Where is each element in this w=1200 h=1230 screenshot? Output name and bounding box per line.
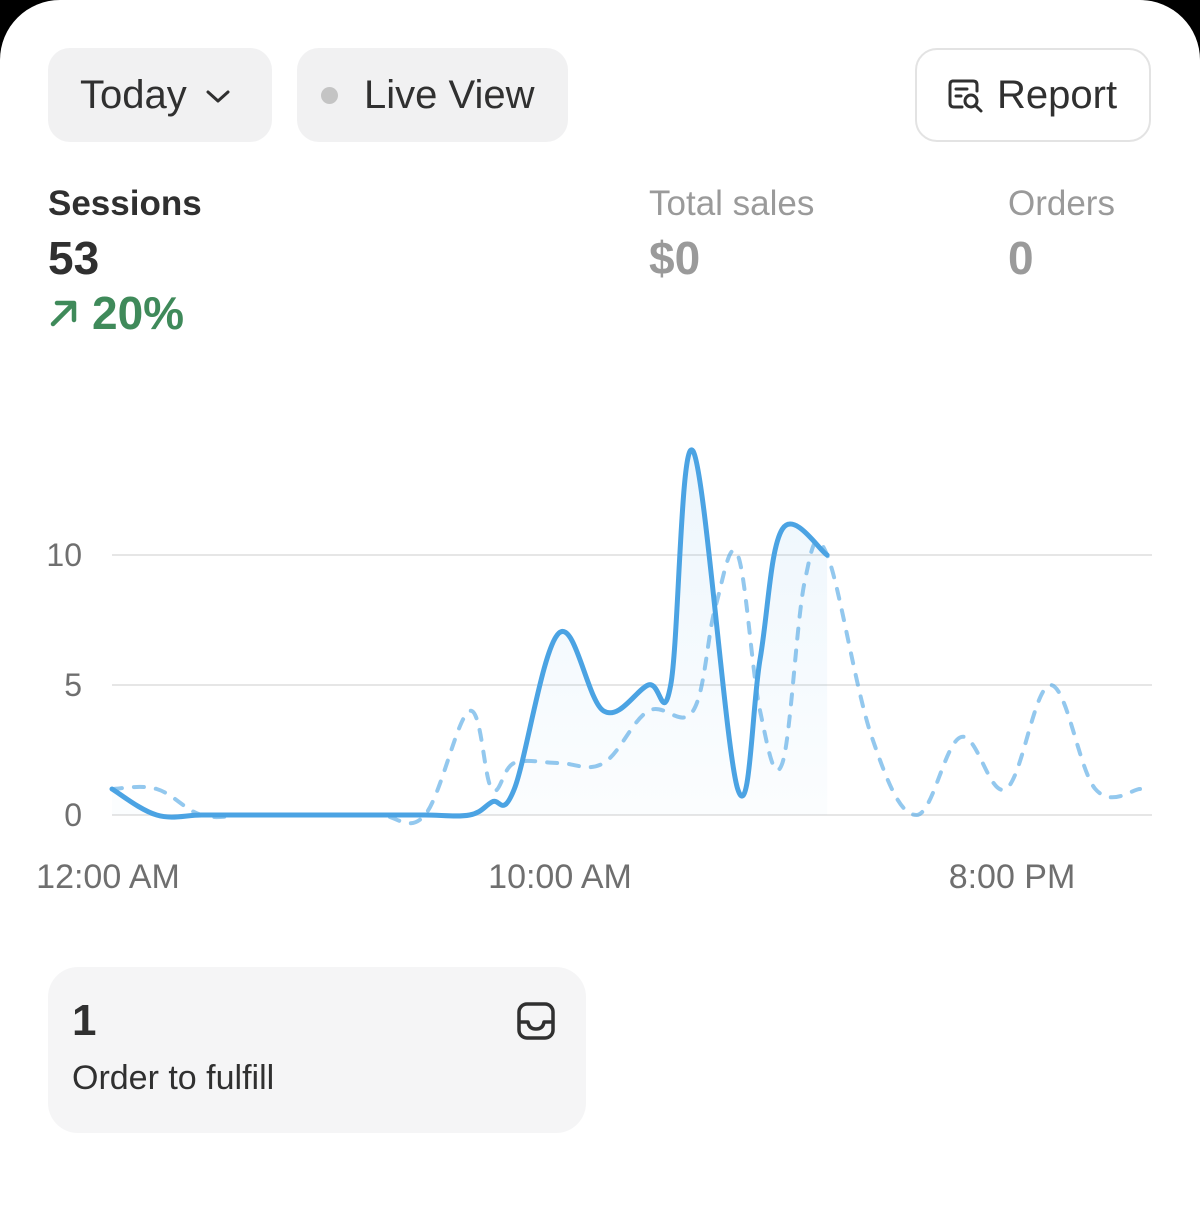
y-tick-label: 5 — [64, 667, 82, 703]
live-view-button[interactable]: Live View — [297, 48, 568, 142]
orders-to-fulfill-card[interactable]: 1 Order to fulfill — [48, 967, 586, 1133]
orders-to-fulfill-count: 1 — [72, 996, 97, 1045]
x-tick-label: 10:00 AM — [488, 858, 632, 896]
sessions-metric[interactable]: Sessions 53 20% — [48, 184, 202, 340]
sessions-delta: 20% — [48, 286, 202, 340]
y-tick-label: 10 — [46, 537, 82, 573]
chevron-down-icon — [206, 90, 230, 103]
x-tick-label: 12:00 AM — [36, 858, 180, 896]
date-range-label: Today — [80, 72, 187, 117]
sessions-delta-value: 20% — [92, 287, 185, 339]
current-period-line — [109, 447, 830, 820]
total-sales-label: Total sales — [649, 184, 815, 223]
total-sales-value: $0 — [649, 232, 701, 284]
x-axis-ticks: 12:00 AM 10:00 AM 8:00 PM — [36, 858, 1075, 896]
orders-label: Orders — [1008, 184, 1115, 223]
x-tick-label: 8:00 PM — [949, 858, 1076, 896]
sessions-label: Sessions — [48, 184, 202, 223]
arrow-up-right-icon — [50, 300, 77, 327]
date-range-button[interactable]: Today — [48, 48, 272, 142]
report-button[interactable]: Report — [915, 48, 1151, 142]
orders-to-fulfill-label: Order to fulfill — [72, 1059, 275, 1097]
sessions-value: 53 — [48, 232, 100, 284]
orders-value: 0 — [1008, 232, 1034, 284]
inbox-icon — [517, 1002, 555, 1040]
series-area-fill — [112, 449, 828, 818]
sessions-chart: 0 5 10 12:00 AM 10:00 AM 8:00 PM — [36, 447, 1152, 896]
orders-metric[interactable]: Orders 0 — [1008, 184, 1115, 286]
y-axis-ticks: 0 5 10 — [46, 537, 82, 833]
live-status-dot — [321, 86, 338, 104]
total-sales-metric[interactable]: Total sales $0 — [649, 184, 814, 286]
series-area — [112, 449, 828, 818]
live-view-label: Live View — [364, 72, 535, 117]
chart-series — [109, 447, 1142, 826]
report-label: Report — [997, 72, 1118, 117]
report-search-icon — [948, 79, 983, 113]
y-tick-label: 0 — [64, 797, 82, 833]
